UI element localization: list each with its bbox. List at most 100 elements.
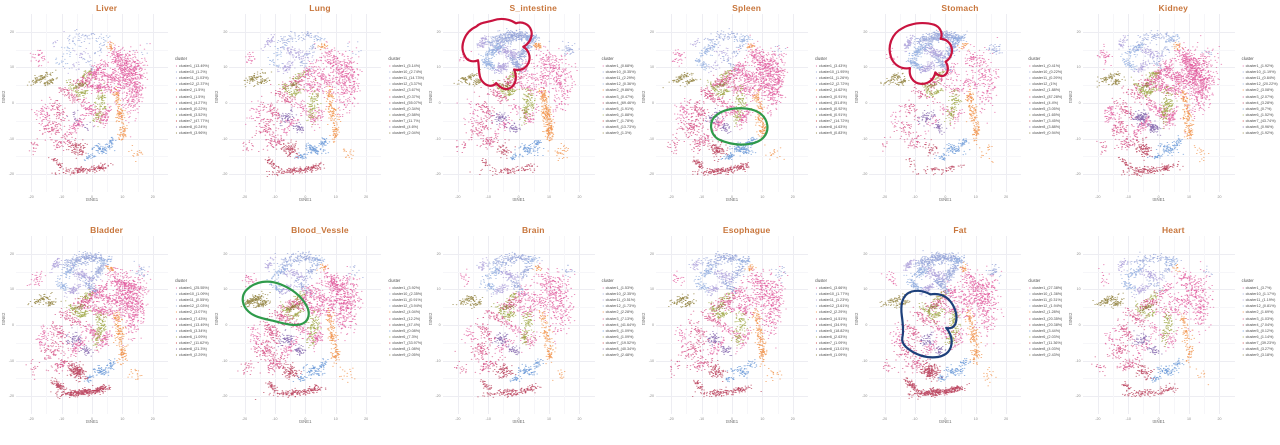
legend-item[interactable]: • cluster7_(33.97%) [387, 340, 426, 346]
legend-item[interactable]: • cluster6_(1.52%) [1241, 112, 1280, 118]
legend-item[interactable]: • cluster6_(1.09%) [601, 334, 640, 340]
legend-item[interactable]: • cluster7_(19.52%) [601, 340, 640, 346]
legend-item[interactable]: • cluster4_(55.07%) [387, 100, 426, 106]
legend-item[interactable]: • cluster7_(14.72%) [814, 118, 853, 124]
legend-item[interactable]: • cluster12_(2.72%) [814, 81, 853, 87]
legend-item[interactable]: • cluster2_(4.62%) [814, 87, 853, 93]
legend-item[interactable]: • cluster8_(3.88%) [1027, 124, 1066, 130]
legend-item[interactable]: • cluster2_(1.28%) [1027, 309, 1066, 315]
legend-item[interactable]: • cluster5_(1.09%) [601, 328, 640, 334]
legend-item[interactable]: • cluster4_(47.4%) [387, 322, 426, 328]
legend-item[interactable]: • cluster12_(0.81%) [1241, 303, 1280, 309]
legend-item[interactable]: • cluster5_(0.12%) [1241, 328, 1280, 334]
legend-item[interactable]: • cluster9_(3.96%) [174, 130, 213, 136]
legend-item[interactable]: • cluster11_(0.51%) [601, 297, 640, 303]
legend-item[interactable]: • cluster8_(1.08%) [387, 346, 426, 352]
legend-item[interactable]: • cluster2_(9.86%) [601, 87, 640, 93]
legend-item[interactable]: • cluster8_(21.3%) [174, 346, 213, 352]
legend-item[interactable]: • cluster11_(0.84%) [1241, 75, 1280, 81]
legend-item[interactable]: • cluster12_(2.37%) [174, 81, 213, 87]
legend-item[interactable]: • cluster8_(4.03%) [1027, 346, 1066, 352]
legend-item[interactable]: • cluster2_(1.88%) [1027, 87, 1066, 93]
legend-item[interactable]: • cluster12_(1.73%) [601, 303, 640, 309]
legend-item[interactable]: • cluster8_(13.73%) [601, 124, 640, 130]
legend-item[interactable]: • cluster7_(1.09%) [814, 340, 853, 346]
legend-item[interactable]: • cluster8_(4.63%) [814, 124, 853, 130]
legend-item[interactable]: • cluster10_(2.35%) [387, 291, 426, 297]
legend-item[interactable]: • cluster6_(1.88%) [601, 112, 640, 118]
legend-item[interactable]: • cluster4_(20.38%) [1027, 322, 1066, 328]
legend-item[interactable]: • cluster6_(1.65%) [1027, 112, 1066, 118]
legend-item[interactable]: • cluster10_(0.22%) [1027, 69, 1066, 75]
legend-item[interactable]: • cluster11_(0.31%) [1027, 297, 1066, 303]
legend-item[interactable]: • cluster11_(1.19%) [1241, 297, 1280, 303]
legend-item[interactable]: • cluster5_(3.34%) [174, 328, 213, 334]
legend-item[interactable]: • cluster10_(1.19%) [1241, 69, 1280, 75]
legend-item[interactable]: • cluster3_(4.51%) [814, 315, 853, 321]
legend-item[interactable]: • cluster3_(0.47%) [601, 93, 640, 99]
legend-item[interactable]: • cluster10_(1.2%) [174, 69, 213, 75]
legend-item[interactable]: • cluster9_(0.83%) [814, 130, 853, 136]
legend-item[interactable]: • cluster1_(1.53%) [601, 285, 640, 291]
legend-item[interactable]: • cluster8_(0.96%) [1241, 124, 1280, 130]
legend-item[interactable]: • cluster6_(2.03%) [1027, 334, 1066, 340]
legend-item[interactable]: • cluster10_(1.09%) [174, 291, 213, 297]
legend-item[interactable]: • cluster6_(0.91%) [814, 112, 853, 118]
legend-item[interactable]: • cluster9_(2.43%) [1027, 352, 1066, 358]
legend-item[interactable]: • cluster6_(1.14%) [1241, 334, 1280, 340]
legend-item[interactable]: • cluster7_(47.77%) [174, 118, 213, 124]
legend-item[interactable]: • cluster3_(2.07%) [1241, 93, 1280, 99]
legend-item[interactable]: • cluster3_(0.91%) [814, 93, 853, 99]
legend-item[interactable]: • cluster11_(14.73%) [387, 75, 426, 81]
legend-item[interactable]: • cluster7_(39.23%) [1241, 340, 1280, 346]
legend-item[interactable]: • cluster2_(3.67%) [387, 87, 426, 93]
legend-item[interactable]: • cluster11_(0.29%) [1027, 75, 1066, 81]
legend-item[interactable]: • cluster10_(1.17%) [1241, 291, 1280, 297]
legend-item[interactable]: • cluster1_(25.55%) [174, 285, 213, 291]
legend-item[interactable]: • cluster10_(2.35%) [601, 291, 640, 297]
legend-item[interactable]: • cluster7_(3.45%) [1027, 118, 1066, 124]
legend-item[interactable]: • cluster5_(3.44%) [1027, 328, 1066, 334]
legend-item[interactable]: • cluster10_(1.77%) [814, 291, 853, 297]
legend-item[interactable]: • cluster4_(7.04%) [1241, 322, 1280, 328]
legend-item[interactable]: • cluster1_(13.49%) [174, 63, 213, 69]
legend-item[interactable]: • cluster3_(1.03%) [1241, 315, 1280, 321]
legend-item[interactable]: • cluster10_(1.95%) [814, 69, 853, 75]
legend-item[interactable]: • cluster5_(3.05%) [1027, 106, 1066, 112]
legend-item[interactable]: • cluster2_(1.69%) [1241, 309, 1280, 315]
legend-item[interactable]: • cluster5_(0.22%) [174, 106, 213, 112]
legend-item[interactable]: • cluster1_(3.66%) [814, 285, 853, 291]
legend-item[interactable]: • cluster4_(4.4%) [1027, 100, 1066, 106]
legend-item[interactable]: • cluster1_(5.14%) [387, 63, 426, 69]
legend-item[interactable]: • cluster10_(0.35%) [601, 69, 640, 75]
legend-item[interactable]: • cluster6_(3.52%) [174, 112, 213, 118]
legend-item[interactable]: • cluster12_(1%) [1027, 81, 1066, 87]
legend-item[interactable]: • cluster1_(0.68%) [601, 63, 640, 69]
legend-item[interactable]: • cluster10_(1.36%) [1027, 291, 1066, 297]
legend-item[interactable]: • cluster12_(2.03%) [174, 303, 213, 309]
legend-item[interactable]: • cluster9_(1.09%) [814, 352, 853, 358]
legend-item[interactable]: • cluster12_(0.36%) [601, 81, 640, 87]
legend-item[interactable]: • cluster3_(7.43%) [174, 315, 213, 321]
legend-item[interactable]: • cluster6_(1.09%) [174, 334, 213, 340]
legend-item[interactable]: • cluster11_(1.26%) [814, 75, 853, 81]
legend-item[interactable]: • cluster4_(69.46%) [601, 100, 640, 106]
legend-item[interactable]: • cluster5_(0.92%) [814, 106, 853, 112]
legend-item[interactable]: • cluster4_(51.8%) [814, 100, 853, 106]
legend-item[interactable]: • cluster6_(2.63%) [814, 334, 853, 340]
legend-item[interactable]: • cluster2_(2.28%) [601, 309, 640, 315]
legend-item[interactable]: • cluster11_(0.91%) [387, 297, 426, 303]
legend-item[interactable]: • cluster12_(3.37%) [387, 81, 426, 87]
legend-item[interactable]: • cluster8_(13.01%) [814, 346, 853, 352]
legend-item[interactable]: • cluster4_(41.64%) [601, 322, 640, 328]
legend-item[interactable]: • cluster4_(13.49%) [174, 322, 213, 328]
legend-item[interactable]: • cluster7_(11.36%) [1027, 340, 1066, 346]
legend-item[interactable]: • cluster7_(43.74%) [1241, 118, 1280, 124]
legend-item[interactable]: • cluster4_(34.9%) [814, 322, 853, 328]
legend-item[interactable]: • cluster6_(0.58%) [387, 112, 426, 118]
legend-item[interactable]: • cluster5_(0.08%) [387, 328, 426, 334]
legend-item[interactable]: • cluster9_(2.29%) [174, 352, 213, 358]
legend-item[interactable]: • cluster8_(3.27%) [1241, 346, 1280, 352]
legend-item[interactable]: • cluster10_(2.74%) [387, 69, 426, 75]
legend-item[interactable]: • cluster3_(0.37%) [387, 93, 426, 99]
